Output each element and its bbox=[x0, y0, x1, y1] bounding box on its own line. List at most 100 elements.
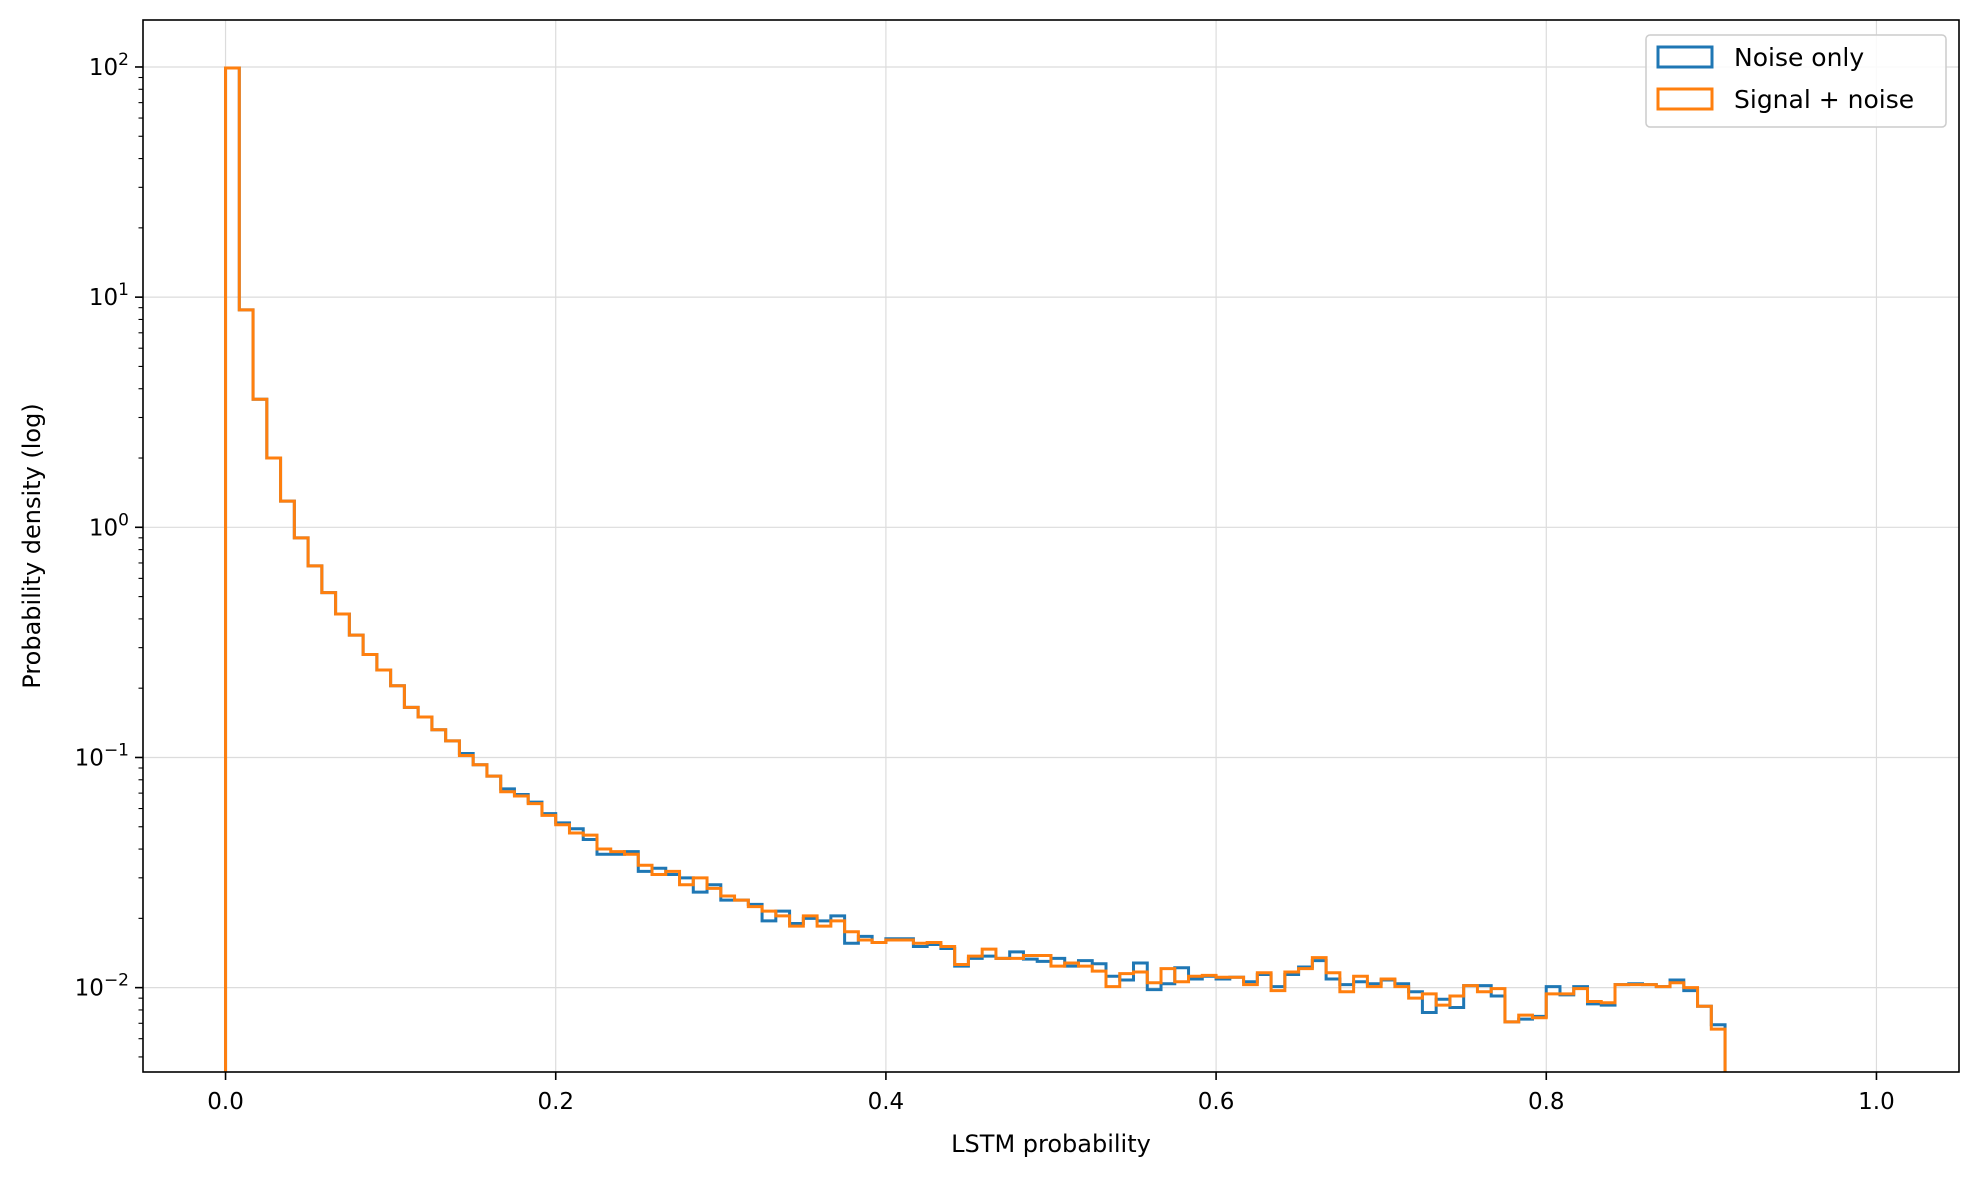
y-axis: 10−2 10−1 100 101 102 bbox=[75, 50, 143, 1058]
histogram-bin bbox=[776, 916, 790, 1072]
histogram-bin bbox=[418, 717, 432, 1072]
series-layer bbox=[224, 66, 1727, 1072]
histogram-bin bbox=[501, 792, 515, 1072]
legend-box bbox=[1645, 34, 1947, 128]
histogram-bin bbox=[982, 949, 996, 1072]
legend-label-noise-only: Noise only bbox=[1734, 43, 1864, 72]
histogram-bin bbox=[514, 796, 528, 1072]
x-tick-label: 1.0 bbox=[1858, 1089, 1895, 1115]
histogram-bin bbox=[1092, 971, 1106, 1072]
histogram-bin bbox=[1271, 991, 1285, 1072]
histogram-bin bbox=[253, 399, 267, 1072]
histogram-bin bbox=[611, 852, 625, 1072]
histogram-bin bbox=[1601, 1003, 1615, 1072]
histogram-bin bbox=[735, 900, 749, 1072]
legend-swatch-noise-only bbox=[1656, 45, 1714, 69]
histogram-bin bbox=[1244, 985, 1258, 1072]
histogram-bin bbox=[1670, 983, 1684, 1072]
histogram-bin bbox=[1257, 973, 1271, 1072]
y-tick-label: 10−1 bbox=[75, 740, 129, 771]
y-tick-label: 101 bbox=[89, 280, 129, 311]
histogram-bin bbox=[1312, 958, 1326, 1072]
histogram-bin bbox=[363, 655, 377, 1072]
histogram-bin bbox=[1450, 996, 1464, 1072]
histogram-bin bbox=[308, 566, 322, 1072]
histogram-bin bbox=[377, 670, 391, 1072]
histogram-bin bbox=[968, 956, 982, 1072]
histogram-bin bbox=[748, 907, 762, 1072]
histogram-bin bbox=[597, 849, 611, 1072]
histogram-bin bbox=[1299, 969, 1313, 1072]
histogram-bin bbox=[1326, 973, 1340, 1072]
histogram-bin bbox=[1574, 989, 1588, 1072]
histogram-bin bbox=[1629, 985, 1643, 1072]
histogram-bin bbox=[1381, 979, 1395, 1072]
histogram-bin bbox=[1134, 972, 1148, 1072]
histogram-bin bbox=[721, 896, 735, 1072]
histogram-bin bbox=[803, 916, 817, 1072]
histogram-bin bbox=[1684, 988, 1698, 1072]
x-axis-label: LSTM probability bbox=[951, 1130, 1151, 1158]
plot-frame bbox=[142, 19, 1960, 1073]
histogram-bin bbox=[927, 943, 941, 1072]
histogram-bin bbox=[817, 926, 831, 1072]
histogram-bin bbox=[1409, 998, 1423, 1072]
histogram-bin bbox=[858, 940, 872, 1072]
histogram-bin bbox=[638, 865, 652, 1072]
x-tick-label: 0.8 bbox=[1528, 1089, 1565, 1115]
histogram-bin bbox=[349, 635, 363, 1072]
legend-label-signal-plus-noise: Signal + noise bbox=[1734, 85, 1914, 114]
histogram-bin bbox=[1477, 992, 1491, 1072]
grid-lines bbox=[143, 20, 1959, 1072]
histogram-bin bbox=[1436, 1005, 1450, 1072]
histogram-bin bbox=[1354, 976, 1368, 1072]
histogram-bin bbox=[336, 614, 350, 1072]
x-tick-label: 0.2 bbox=[537, 1089, 574, 1115]
histogram-bin bbox=[680, 885, 694, 1072]
histogram-bin bbox=[1505, 1022, 1519, 1072]
histogram-bin bbox=[1464, 986, 1478, 1072]
histogram-bin bbox=[556, 825, 570, 1072]
histogram-bin bbox=[1230, 977, 1244, 1072]
histogram-bin bbox=[281, 501, 295, 1072]
x-tick-label: 0.4 bbox=[868, 1089, 905, 1115]
histogram-bin bbox=[1189, 976, 1203, 1072]
histogram-bin bbox=[267, 458, 281, 1072]
histogram-bin bbox=[1023, 955, 1037, 1072]
histogram-bin bbox=[652, 875, 666, 1072]
histogram-bin bbox=[900, 940, 914, 1072]
histogram-bin bbox=[1532, 1018, 1546, 1072]
histogram-bin bbox=[1065, 963, 1079, 1072]
y-tick-label: 102 bbox=[89, 50, 129, 81]
histogram-bin bbox=[1010, 958, 1024, 1072]
histogram-bin bbox=[1285, 972, 1299, 1072]
y-axis-label: Probability density (log) bbox=[18, 403, 46, 688]
histogram-bin bbox=[1491, 989, 1505, 1072]
histogram-bin bbox=[913, 943, 927, 1072]
histogram-bin bbox=[1698, 1006, 1712, 1072]
histogram-bin bbox=[693, 878, 707, 1072]
histogram-bin bbox=[294, 538, 308, 1072]
histogram-bin bbox=[1395, 987, 1409, 1072]
histogram-bin bbox=[1643, 985, 1657, 1072]
histogram-bin bbox=[955, 965, 969, 1072]
series-step-line bbox=[224, 66, 1727, 1072]
histogram-bin bbox=[487, 776, 501, 1072]
x-axis: 0.0 0.2 0.4 0.6 0.8 1.0 bbox=[207, 1072, 1895, 1115]
histogram-bin bbox=[1120, 974, 1134, 1072]
histogram-bin bbox=[996, 958, 1010, 1072]
histogram-bin bbox=[707, 888, 721, 1072]
histogram-bin bbox=[1656, 987, 1670, 1072]
series-signal-noise bbox=[224, 66, 1727, 1072]
histogram-bin bbox=[1615, 985, 1629, 1072]
y-tick-label: 10−2 bbox=[75, 971, 129, 1002]
histogram-bin bbox=[666, 871, 680, 1072]
histogram-bin bbox=[322, 593, 336, 1072]
histogram-bin bbox=[1367, 987, 1381, 1072]
x-tick-label: 0.0 bbox=[207, 1089, 244, 1115]
histogram-bin bbox=[1161, 969, 1175, 1072]
legend: Noise only Signal + noise bbox=[1645, 34, 1947, 128]
histogram-bin bbox=[1147, 983, 1161, 1072]
histogram-bin bbox=[886, 940, 900, 1072]
histogram-bin bbox=[1202, 975, 1216, 1072]
